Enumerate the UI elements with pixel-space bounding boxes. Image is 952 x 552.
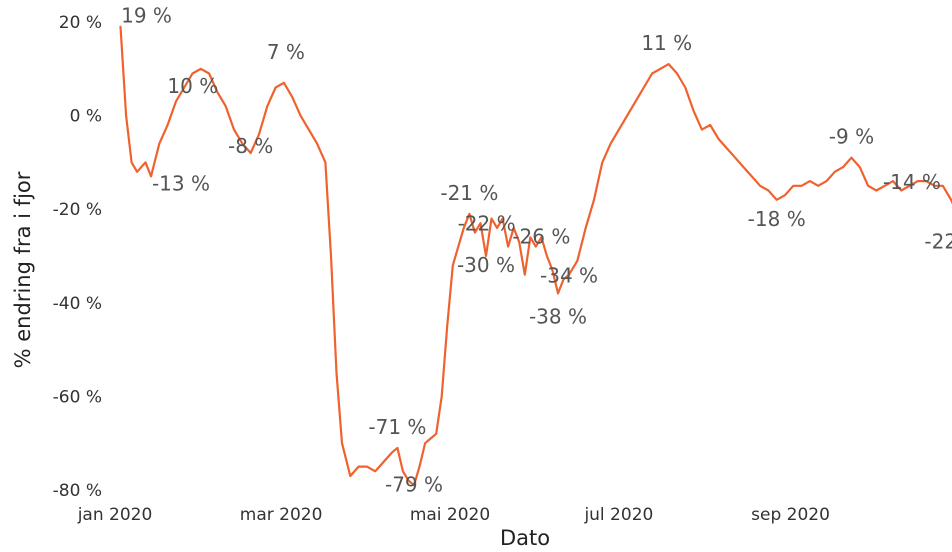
- y-axis-title: % endring fra i fjor: [11, 171, 35, 368]
- data-label: 19 %: [121, 4, 172, 28]
- x-axis-ticks: jan 2020 mar 2020 mai 2020 jul 2020 sep 2020: [77, 505, 830, 525]
- y-tick-label: -40 %: [53, 294, 102, 314]
- x-tick-label: sep 2020: [751, 505, 830, 525]
- data-label: -13 %: [152, 171, 210, 195]
- data-label: -8 %: [228, 134, 273, 158]
- y-tick-label: 20 %: [59, 13, 102, 33]
- series-line: [119, 25, 952, 487]
- data-label: -38 %: [529, 304, 587, 328]
- y-tick-label: -60 %: [53, 387, 102, 407]
- x-tick-label: jan 2020: [77, 505, 153, 525]
- data-label: -22 %: [458, 212, 516, 236]
- data-label: 7 %: [267, 40, 305, 64]
- x-axis-title: Dato: [500, 526, 550, 550]
- y-tick-label: -80 %: [53, 481, 102, 501]
- y-tick-label: 0 %: [70, 107, 102, 127]
- x-tick-label: mar 2020: [240, 505, 323, 525]
- data-label: -22 %: [924, 230, 952, 254]
- data-labels: 19 % 10 % -13 % 7 % -8 % -71 % -79 % -21 % -22 %…: [121, 4, 952, 497]
- data-label: 10 %: [167, 74, 218, 98]
- data-label: -21 %: [440, 181, 498, 205]
- x-tick-label: jul 2020: [583, 505, 653, 525]
- data-label: -18 %: [748, 207, 806, 231]
- data-label: -9 %: [829, 125, 874, 149]
- data-label: -34 %: [540, 264, 598, 288]
- x-tick-label: mai 2020: [410, 505, 490, 525]
- data-label: 11 %: [641, 31, 692, 55]
- data-label: -71 %: [368, 415, 426, 439]
- data-label: -14 %: [883, 170, 941, 194]
- data-label: -26 %: [512, 224, 570, 248]
- y-tick-label: -20 %: [53, 200, 102, 220]
- y-axis-ticks: 20 % 0 % -20 % -40 % -60 % -80 %: [53, 13, 102, 501]
- data-label: -30 %: [457, 253, 515, 277]
- data-label: -79 %: [385, 472, 443, 496]
